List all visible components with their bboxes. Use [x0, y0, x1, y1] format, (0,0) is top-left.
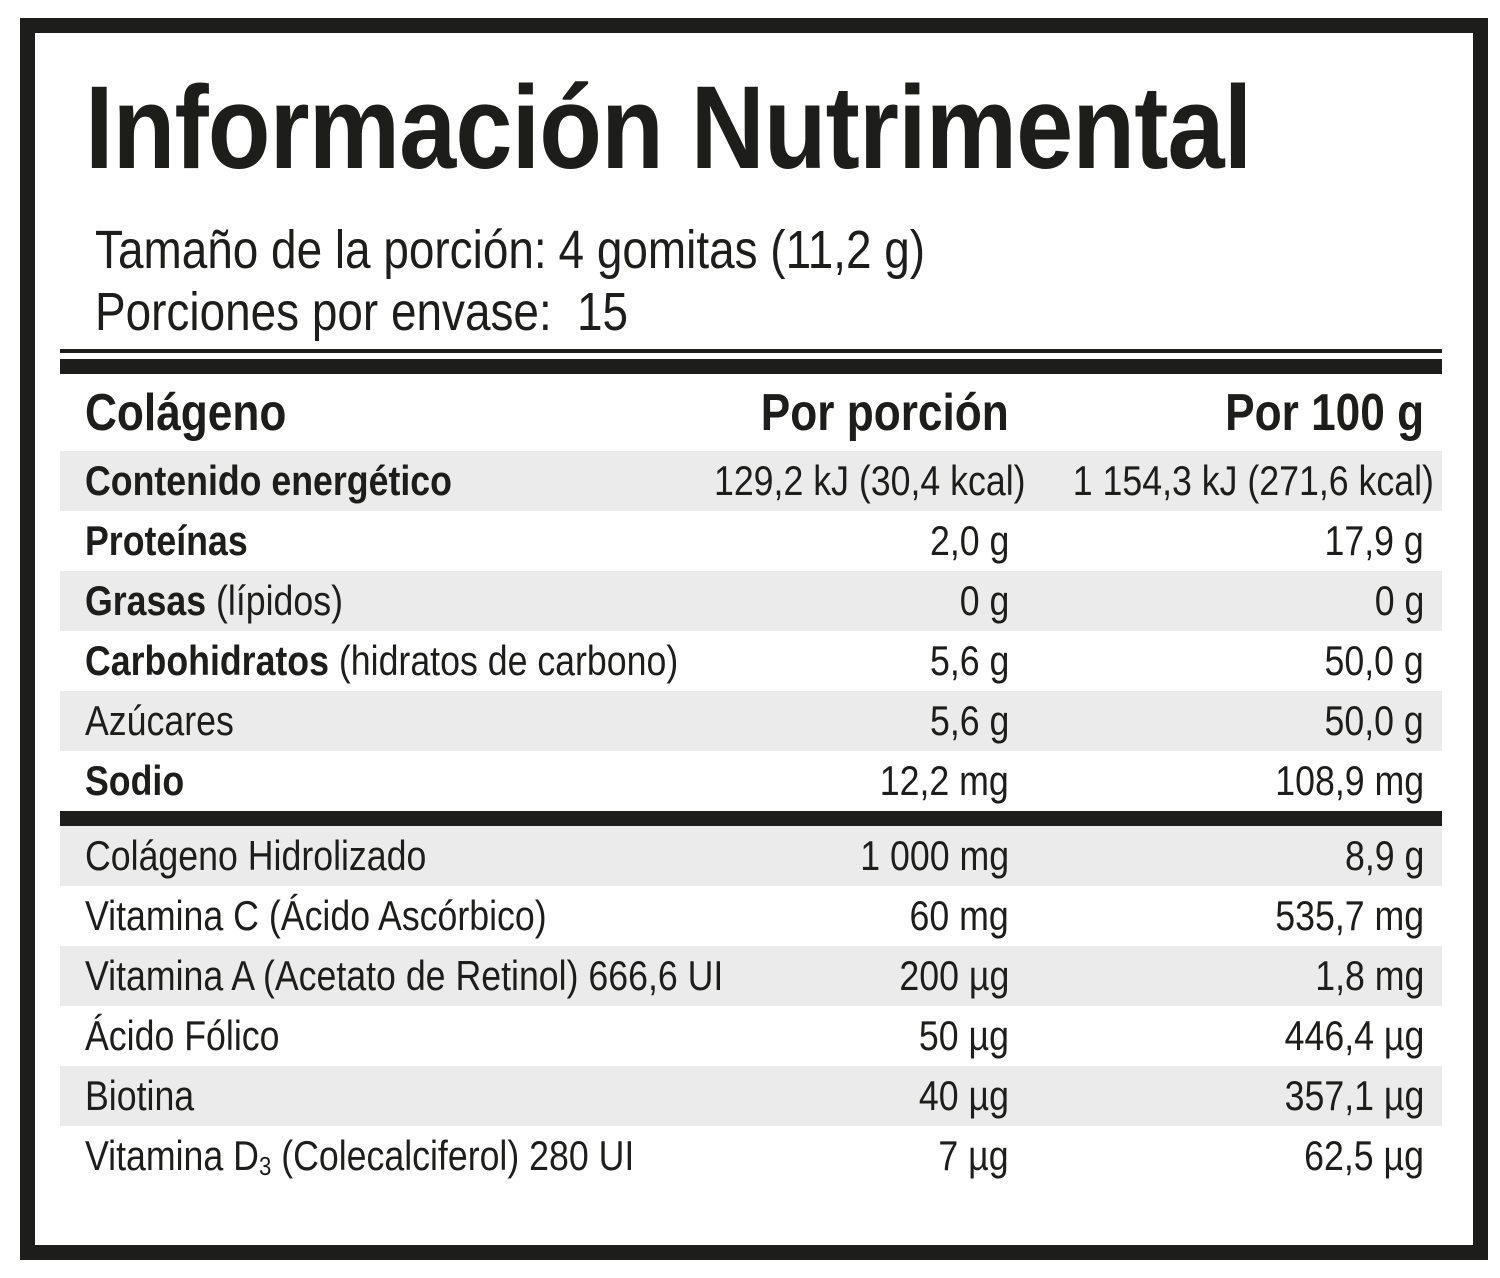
table-row-vitamina-c: Vitamina C (Ácido Ascórbico) 60 mg 535,7… — [85, 892, 1424, 939]
per-100g-value: 357,1 µg — [1284, 1072, 1424, 1119]
table-row-vitamina-d3: Vitamina D3 (Colecalciferol) 280 UI 7 µg… — [85, 1132, 1424, 1181]
table-row-acido-folico: Ácido Fólico 50 µg 446,4 µg — [85, 1012, 1424, 1059]
per-portion-value: 129,2 kJ (30,4 kcal) — [713, 457, 1026, 504]
divider-thick-top — [60, 359, 1442, 374]
servings-per-container-value: 15 — [576, 282, 629, 342]
per-portion-value: 40 µg — [918, 1072, 1009, 1119]
per-portion-value: 7 µg — [938, 1132, 1009, 1179]
nutrient-section: Contenido energético 129,2 kJ (30,4 kcal… — [60, 451, 1442, 811]
per-portion-value: 50 µg — [918, 1012, 1009, 1059]
per-portion-value: 1 000 mg — [860, 832, 1009, 879]
table-row-carbohidratos: Carbohidratos (hidratos de carbono) 5,6 … — [85, 637, 1424, 684]
table-header-row: Colágeno Por porción Por 100 g — [60, 374, 1442, 451]
table-row-contenido-energetico: Contenido energético 129,2 kJ (30,4 kcal… — [60, 451, 1442, 511]
per-100g-value: 446,4 µg — [1284, 1012, 1424, 1059]
serving-size-line: Tamaño de la porción: 4 gomitas (11,2 g) — [95, 219, 1473, 281]
table-row-sodio: Sodio 12,2 mg 108,9 mg — [85, 757, 1424, 804]
per-portion-value: 200 µg — [899, 952, 1009, 999]
supplement-section: Colágeno Hidrolizado 1 000 mg 8,9 g Vita… — [60, 826, 1442, 1186]
nutrition-table: Colágeno Por porción Por 100 g Contenido… — [60, 374, 1442, 811]
divider-thick-middle — [60, 811, 1442, 826]
nutrition-label-frame: Información Nutrimental Tamaño de la por… — [20, 18, 1488, 1260]
per-portion-value: 2,0 g — [929, 517, 1009, 564]
per-100g-value: 8,9 g — [1344, 832, 1424, 879]
per-100g-value: 535,7 mg — [1275, 892, 1424, 939]
header-per-100g-col: Por 100 g — [1225, 384, 1424, 442]
per-100g-value: 50,0 g — [1324, 637, 1424, 684]
per-portion-value: 5,6 g — [929, 637, 1009, 684]
table-row-azucares: Azúcares 5,6 g 50,0 g — [60, 691, 1442, 751]
per-100g-value: 0 g — [1374, 577, 1424, 624]
per-100g-value: 17,9 g — [1324, 517, 1424, 564]
servings-per-container-line: Porciones por envase: 15 — [95, 281, 1473, 343]
table-row-grasas: Grasas (lípidos) 0 g 0 g — [60, 571, 1442, 631]
per-100g-value: 1,8 mg — [1314, 952, 1424, 999]
per-100g-value: 1 154,3 kJ (271,6 kcal) — [1072, 457, 1434, 504]
page-title-text: Información Nutrimental — [85, 62, 1252, 194]
table-row-proteinas: Proteínas 2,0 g 17,9 g — [85, 517, 1424, 564]
table-row-biotina: Biotina 40 µg 357,1 µg — [60, 1066, 1442, 1126]
per-portion-value: 5,6 g — [929, 697, 1009, 744]
per-100g-value: 50,0 g — [1324, 697, 1424, 744]
per-100g-value: 108,9 mg — [1275, 757, 1424, 804]
page-title: Información Nutrimental — [85, 67, 1473, 189]
divider-thin — [60, 349, 1442, 353]
per-portion-value: 12,2 mg — [879, 757, 1009, 804]
header-per-portion-col: Por porción — [760, 384, 1009, 442]
per-100g-value: 62,5 µg — [1304, 1132, 1424, 1179]
table-row-colageno-hidrolizado: Colágeno Hidrolizado 1 000 mg 8,9 g — [60, 826, 1442, 886]
table-row-vitamina-a: Vitamina A (Acetato de Retinol) 666,6 UI… — [60, 946, 1442, 1006]
serving-info: Tamaño de la porción: 4 gomitas (11,2 g) … — [95, 219, 1473, 343]
servings-per-container-label: Porciones por envase: — [95, 282, 552, 342]
per-portion-value: 60 mg — [909, 892, 1009, 939]
serving-size-label: Tamaño de la porción: — [95, 220, 547, 280]
header-name-col: Colágeno — [85, 384, 287, 442]
per-portion-value: 0 g — [959, 577, 1009, 624]
serving-size-value: 4 gomitas (11,2 g) — [558, 220, 926, 280]
supplement-table: Colágeno Hidrolizado 1 000 mg 8,9 g Vita… — [60, 826, 1442, 1186]
